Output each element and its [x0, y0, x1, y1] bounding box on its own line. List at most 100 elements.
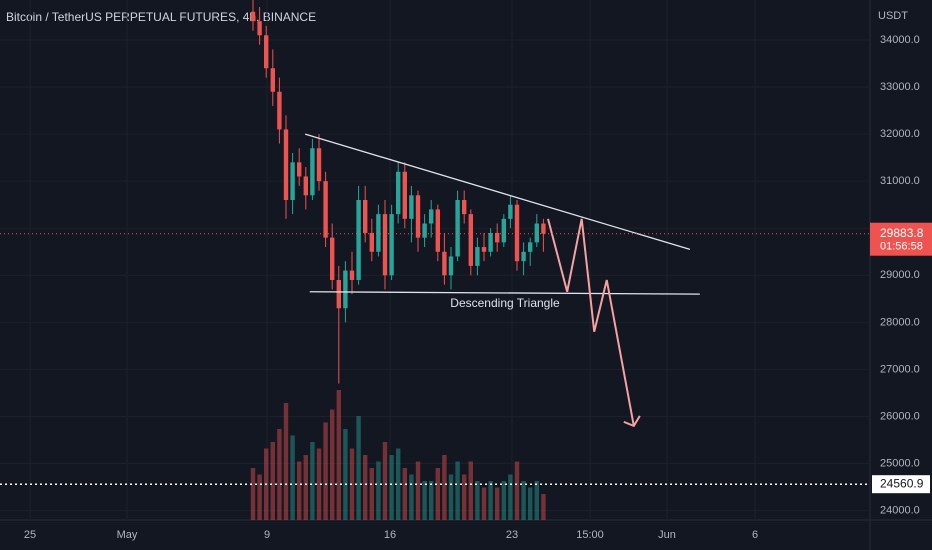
- volume-bar: [270, 442, 275, 520]
- x-tick-label: 23: [506, 529, 518, 541]
- volume-bar: [415, 461, 421, 520]
- volume-bar: [323, 422, 328, 520]
- y-tick-label: 31000.0: [880, 175, 920, 187]
- volume-bar: [283, 403, 289, 520]
- volume-bar: [402, 468, 407, 520]
- candle-body: [528, 242, 533, 252]
- candle-body: [310, 148, 315, 196]
- volume-bar: [514, 461, 520, 520]
- candle-body: [382, 214, 388, 276]
- x-tick-label: 9: [264, 529, 270, 541]
- x-tick-label: 6: [752, 529, 758, 541]
- volume-bar: [277, 429, 282, 520]
- volume-bar: [488, 481, 493, 520]
- currency-label: USDT: [878, 10, 908, 22]
- volume-bar: [389, 455, 394, 520]
- volume-bar: [376, 461, 381, 520]
- candle-body: [455, 200, 460, 257]
- annotation: Descending Triangle: [450, 296, 560, 310]
- candle-body: [356, 200, 361, 280]
- projection-path: [547, 218, 635, 427]
- candle-body: [514, 204, 520, 262]
- candle-body: [250, 11, 256, 22]
- candle-body: [277, 91, 282, 130]
- volume-bar: [528, 487, 533, 520]
- volume-bar: [409, 474, 414, 520]
- volume-bar: [330, 409, 335, 520]
- x-tick-label: May: [117, 529, 138, 541]
- candle-body: [402, 171, 407, 219]
- x-tick-label: 25: [24, 529, 36, 541]
- volume-bar: [303, 455, 308, 520]
- volume-bar: [297, 461, 302, 520]
- y-tick-label: 24000.0: [880, 504, 920, 516]
- x-tick-label: 16: [384, 529, 396, 541]
- volume-bar: [356, 416, 361, 520]
- y-tick-label: 25000.0: [880, 457, 920, 469]
- volume-bar: [429, 481, 434, 520]
- alert-label: 24560.9: [880, 476, 924, 490]
- candle-body: [376, 214, 381, 252]
- candle-body: [297, 162, 302, 177]
- candle-body: [508, 204, 513, 219]
- chart-title: Bitcoin / TetherUS PERPETUAL FUTURES, 4h…: [6, 10, 316, 24]
- volume-bar: [382, 442, 388, 520]
- y-tick-label: 29000.0: [880, 269, 920, 281]
- volume-bar: [501, 481, 506, 520]
- candle-body: [409, 195, 414, 219]
- volume-bar: [396, 448, 401, 520]
- volume-bar: [257, 474, 262, 520]
- candle-body: [363, 200, 368, 233]
- volume-bar: [310, 442, 315, 520]
- volume-bar: [508, 474, 513, 520]
- x-tick-label: Jun: [658, 529, 676, 541]
- candle-body: [330, 237, 335, 280]
- y-tick-label: 28000.0: [880, 316, 920, 328]
- candle-body: [448, 256, 454, 276]
- volume-bar: [290, 435, 295, 520]
- candle-body: [415, 195, 421, 238]
- trendline: [304, 133, 691, 251]
- candle-body: [369, 232, 374, 252]
- volume-bar: [343, 429, 348, 520]
- volume-bar: [534, 481, 539, 520]
- volume-bar: [495, 487, 500, 520]
- y-tick-label: 34000.0: [880, 34, 920, 46]
- y-tick-label: 27000.0: [880, 363, 920, 375]
- candle-body: [349, 270, 355, 280]
- candle-body: [290, 162, 295, 200]
- volume-bar: [422, 481, 427, 520]
- candle-body: [488, 232, 493, 252]
- volume-bar: [316, 448, 322, 520]
- y-tick-label: 26000.0: [880, 410, 920, 422]
- volume-bar: [481, 487, 487, 520]
- candle-body: [501, 218, 506, 243]
- candle-body: [336, 280, 341, 309]
- candle-body: [257, 21, 262, 36]
- volume-bar: [336, 390, 341, 520]
- volume-bar: [250, 468, 256, 520]
- candle-body: [468, 214, 473, 266]
- candle-body: [323, 181, 328, 238]
- candle-body: [270, 68, 275, 92]
- volume-bar: [369, 468, 374, 520]
- candle-body: [481, 247, 487, 252]
- current-price-label: 29883.8: [880, 226, 924, 240]
- candle-body: [283, 129, 289, 200]
- volume-bar: [435, 468, 440, 520]
- candle-body: [389, 214, 394, 276]
- volume-bar: [442, 455, 447, 520]
- volume-bar: [455, 461, 460, 520]
- candle-body: [462, 200, 467, 215]
- candle-body: [429, 209, 434, 224]
- alert-box: [872, 475, 930, 494]
- x-tick-label: 15:00: [576, 529, 604, 541]
- y-tick-label: 32000.0: [880, 128, 920, 140]
- candle-body: [422, 223, 427, 238]
- volume-bar: [541, 494, 546, 520]
- candle-body: [316, 148, 322, 182]
- candle-body: [442, 251, 447, 276]
- candle-body: [541, 223, 546, 234]
- candle-body: [264, 35, 269, 69]
